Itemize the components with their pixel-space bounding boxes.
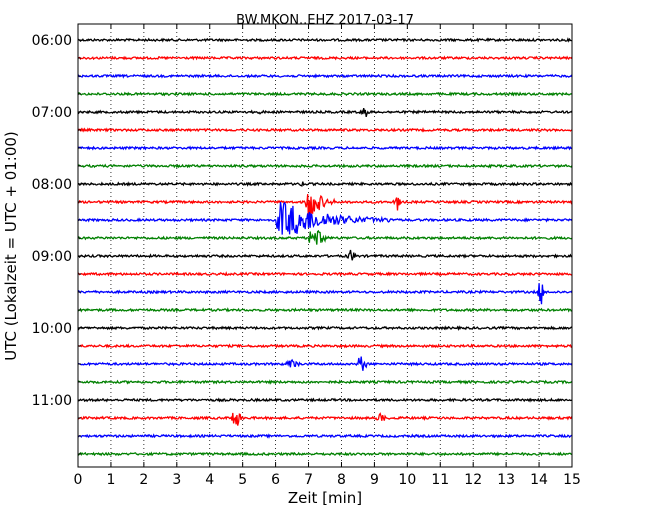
chart-title: BW.MKON..EHZ 2017-03-17 <box>236 13 414 28</box>
trace-20 <box>77 397 573 403</box>
trace-1 <box>77 55 573 61</box>
y-tick-label-1000: 10:00 <box>32 321 72 337</box>
x-tick-label-11: 11 <box>431 472 449 488</box>
y-axis-ticks: 06:00 07:00 08:00 09:00 10:00 11:00 <box>32 33 83 455</box>
trace-18 <box>77 356 573 371</box>
x-tick-label-0: 0 <box>74 472 83 488</box>
x-tick-label-1: 1 <box>106 472 115 488</box>
trace-13 <box>77 271 573 277</box>
trace-5 <box>77 127 573 133</box>
x-axis-ticks: 0 1 2 3 4 5 6 7 8 9 10 11 12 13 14 15 <box>74 24 581 488</box>
trace-7 <box>77 163 573 169</box>
x-tick-label-15: 15 <box>563 472 581 488</box>
trace-10 <box>77 201 573 235</box>
trace-23 <box>77 451 573 457</box>
y-tick-label-0800: 08:00 <box>32 177 72 193</box>
y-tick-label-1100: 11:00 <box>32 393 72 409</box>
trace-4 <box>77 107 573 118</box>
trace-2 <box>77 73 573 79</box>
y-tick-label-0900: 09:00 <box>32 249 72 265</box>
x-tick-label-13: 13 <box>497 472 515 488</box>
x-tick-label-10: 10 <box>398 472 416 488</box>
trace-9 <box>77 194 573 223</box>
trace-0 <box>77 37 573 43</box>
x-tick-label-14: 14 <box>530 472 548 488</box>
y-tick-label-0600: 06:00 <box>32 33 72 49</box>
trace-19 <box>77 379 573 385</box>
y-axis-label: UTC (Lokalzeit = UTC + 01:00) <box>2 131 20 361</box>
trace-6 <box>77 145 573 151</box>
trace-21 <box>77 412 573 426</box>
trace-22 <box>77 433 573 439</box>
trace-16 <box>77 325 573 332</box>
x-axis-label: Zeit [min] <box>288 489 362 507</box>
trace-12 <box>77 249 573 261</box>
x-tick-label-7: 7 <box>304 472 313 488</box>
trace-17 <box>77 343 573 349</box>
trace-15 <box>77 307 573 313</box>
x-tick-label-9: 9 <box>370 472 379 488</box>
trace-14 <box>77 283 573 305</box>
x-tick-label-8: 8 <box>337 472 346 488</box>
seismic-traces <box>77 37 573 457</box>
trace-3 <box>77 91 573 97</box>
x-tick-label-5: 5 <box>238 472 247 488</box>
x-tick-label-6: 6 <box>271 472 280 488</box>
x-tick-label-4: 4 <box>205 472 214 488</box>
x-tick-label-12: 12 <box>464 472 482 488</box>
trace-11 <box>78 229 573 245</box>
x-tick-label-2: 2 <box>139 472 148 488</box>
plot-frame <box>77 23 573 468</box>
y-tick-label-0700: 07:00 <box>32 105 72 121</box>
trace-8 <box>77 181 573 187</box>
x-tick-label-3: 3 <box>172 472 181 488</box>
